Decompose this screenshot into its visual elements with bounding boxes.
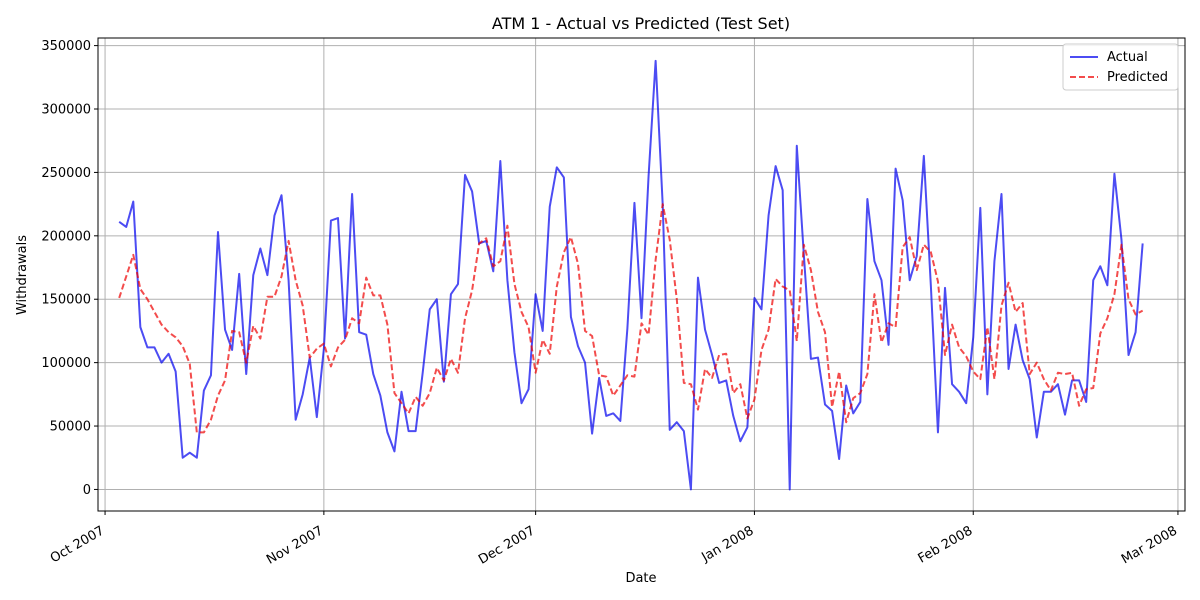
grid (98, 38, 1185, 511)
y-tick-label: 100000 (41, 356, 91, 371)
legend-label-actual: Actual (1107, 50, 1148, 65)
series-lines (118, 59, 1144, 491)
y-tick-label: 150000 (41, 293, 91, 308)
y-tick-label: 50000 (50, 420, 91, 435)
plot-area-frame (97, 37, 1186, 512)
legend-box (1062, 43, 1179, 91)
series-line-actual (118, 59, 1144, 491)
y-tick-label: 300000 (41, 103, 91, 118)
legend-label-predicted: Predicted (1107, 70, 1168, 85)
series-line-predicted (118, 203, 1144, 434)
y-axis-label: Withdrawals (15, 235, 30, 315)
y-tick-label: 250000 (41, 166, 91, 181)
x-axis-label: Date (625, 571, 656, 586)
y-tick-label: 200000 (41, 229, 91, 244)
y-tick-label: 0 (83, 483, 91, 498)
y-tick-label: 350000 (41, 39, 91, 54)
legend: Actual Predicted (1062, 43, 1179, 91)
chart-title: ATM 1 - Actual vs Predicted (Test Set) (492, 14, 790, 33)
